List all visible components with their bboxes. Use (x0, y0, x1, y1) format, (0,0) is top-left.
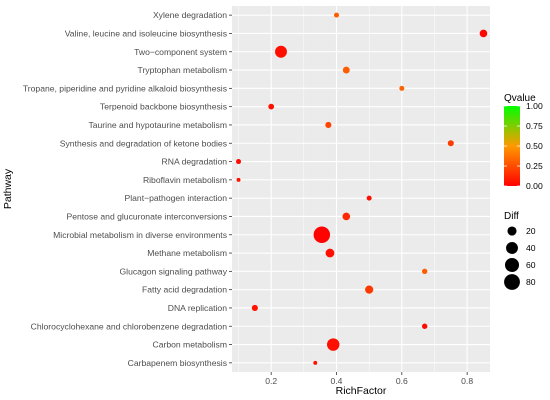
y-tick-label: Two−component system (134, 47, 227, 57)
y-tick-label: Chlorocyclohexane and chlorobenzene degr… (31, 321, 228, 331)
data-point (325, 121, 332, 128)
data-point (327, 338, 340, 351)
y-tick-label: Glucagon signaling pathway (120, 266, 228, 276)
qvalue-legend-title: Qvalue (504, 93, 536, 104)
x-tick-label: 0.2 (265, 376, 277, 386)
data-point (313, 226, 331, 243)
diff-legend-dot (507, 226, 517, 236)
diff-legend-dot (504, 274, 520, 290)
diff-legend-label: 40 (526, 243, 536, 253)
y-tick-label: Terpenoid backbone biosynthesis (100, 102, 227, 112)
y-tick-label: Plant−pathogen interaction (125, 193, 228, 203)
data-point (421, 323, 428, 329)
data-point (447, 140, 454, 147)
y-tick-label: Fatty acid degradation (142, 285, 227, 295)
plot-panel (232, 6, 490, 372)
x-tick-label: 0.4 (331, 376, 343, 386)
y-tick-label: Microbial metabolism in diverse environm… (53, 230, 227, 240)
qvalue-legend-label: 0.75 (526, 121, 543, 131)
y-tick-label: Methane metabolism (147, 248, 227, 258)
data-point (313, 360, 318, 365)
data-point (251, 304, 258, 311)
diff-legend-dot (506, 242, 518, 254)
y-tick-label: Taurine and hypotaurine metabolism (88, 120, 227, 130)
y-tick-label: Xylene degradation (153, 10, 227, 20)
diff-legend-title: Diff (504, 211, 519, 222)
data-point (366, 195, 372, 201)
y-tick-label: Synthesis and degradation of ketone bodi… (60, 138, 227, 148)
x-axis-title: RichFactor (336, 385, 387, 397)
y-tick-label: DNA replication (168, 303, 227, 313)
qvalue-legend-label: 0.00 (526, 181, 543, 191)
data-point (342, 212, 351, 221)
data-point (268, 103, 275, 110)
data-point (421, 268, 428, 275)
y-tick-label: Tropane, piperidine and pyridine alkaloi… (23, 83, 227, 93)
y-tick-label: Tryptophan metabolism (138, 65, 227, 75)
diff-legend: Diff 20 40 60 80 (504, 211, 536, 290)
qvalue-legend: Qvalue 0.00 0.25 0.50 0.75 1.00 (504, 93, 543, 191)
y-tick-label: RNA degradation (162, 157, 228, 167)
y-tick-label: Valine, leucine and isoleucine biosynthe… (65, 28, 227, 38)
qvalue-legend-label: 1.00 (526, 101, 543, 111)
data-point (236, 159, 242, 165)
y-tick-label: Carbapenem biosynthesis (128, 358, 227, 368)
diff-legend-label: 60 (526, 260, 536, 270)
data-point (236, 177, 241, 182)
y-axis-title: Pathway (2, 168, 14, 209)
qvalue-colorbar (504, 106, 520, 186)
diff-legend-label: 80 (526, 277, 536, 287)
data-point (325, 248, 335, 258)
data-point (399, 85, 405, 91)
x-tick-label: 0.6 (396, 376, 408, 386)
y-tick-label: Pentose and glucuronate interconversions (66, 211, 227, 221)
data-point (479, 29, 488, 38)
data-point (342, 66, 350, 74)
y-tick-label: Riboflavin metabolism (143, 175, 227, 185)
y-tick-label: Carbon metabolism (152, 340, 227, 350)
x-tick-label: 0.8 (461, 376, 473, 386)
qvalue-legend-label: 0.25 (526, 161, 543, 171)
qvalue-legend-label: 0.50 (526, 141, 543, 151)
diff-legend-label: 20 (526, 226, 536, 236)
data-point (334, 12, 340, 18)
diff-legend-dot (504, 257, 520, 273)
data-point (365, 285, 374, 294)
data-point (275, 45, 287, 58)
